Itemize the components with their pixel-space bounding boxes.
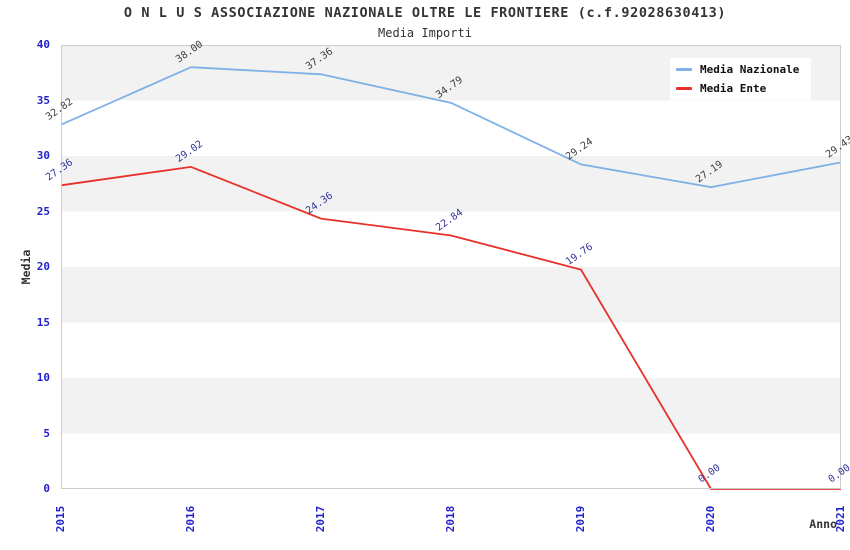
y-tick-label: 10 (36, 371, 50, 384)
legend-item-media-nazionale: Media Nazionale (676, 63, 811, 76)
y-tick-label: 25 (36, 204, 50, 218)
y-tick-label: 0 (43, 482, 50, 495)
y-tick-label: 15 (36, 315, 50, 329)
y-tick-label: 5 (43, 426, 50, 440)
y-tick-label: 35 (36, 93, 50, 107)
y-tick-label: 30 (36, 149, 50, 162)
y-tick-label: 40 (36, 38, 50, 51)
x-tick-label: 2018 (444, 505, 457, 533)
legend-item-media-ente: Media Ente (676, 82, 811, 95)
x-tick-label: 2015 (54, 505, 67, 533)
x-tick-label: 2020 (704, 505, 717, 533)
x-tick-label: 2016 (184, 505, 197, 533)
chart-title: O N L U S ASSOCIAZIONE NAZIONALE OLTRE L… (123, 5, 727, 21)
legend: Media Nazionale Media Ente (670, 58, 811, 100)
x-tick-label: 2021 (834, 505, 847, 533)
x-tick-label: 2019 (574, 505, 587, 533)
legend-label-media-nazionale: Media Nazionale (700, 63, 800, 76)
x-tick-label: 2017 (314, 505, 327, 533)
x-axis-title: Anno (809, 517, 837, 531)
legend-swatch-media-nazionale-icon (676, 68, 692, 71)
chart-subtitle: Media Importi (378, 26, 472, 40)
y-tick-label: 20 (36, 260, 50, 273)
plot-area (61, 45, 841, 489)
legend-swatch-media-ente-icon (676, 87, 692, 90)
legend-label-media-ente: Media Ente (700, 82, 767, 95)
